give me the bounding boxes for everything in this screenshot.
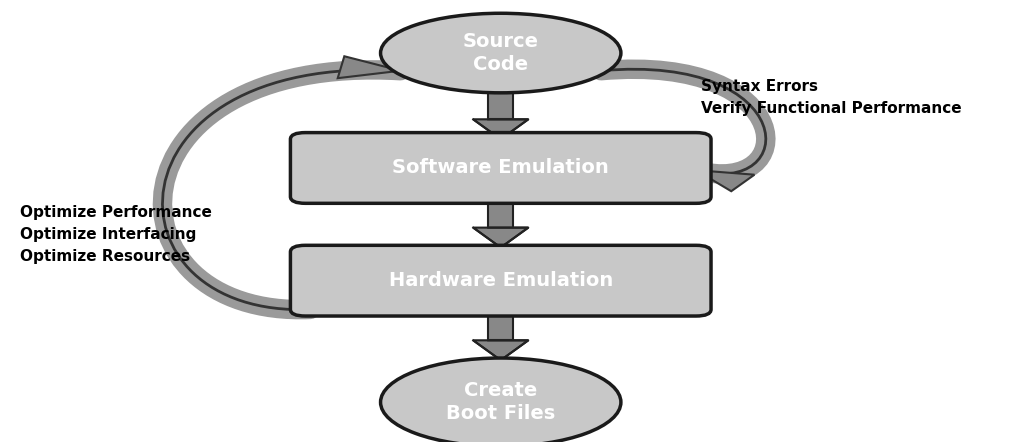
- Text: Hardware Emulation: Hardware Emulation: [388, 271, 612, 290]
- FancyBboxPatch shape: [291, 133, 711, 203]
- Polygon shape: [338, 56, 400, 78]
- Polygon shape: [473, 228, 528, 248]
- FancyBboxPatch shape: [488, 309, 513, 340]
- Text: Software Emulation: Software Emulation: [392, 159, 609, 177]
- Polygon shape: [473, 340, 528, 360]
- Text: Syntax Errors
Verify Functional Performance: Syntax Errors Verify Functional Performa…: [701, 79, 962, 116]
- Polygon shape: [473, 119, 528, 139]
- Polygon shape: [473, 340, 528, 360]
- Text: Optimize Performance
Optimize Interfacing
Optimize Resources: Optimize Performance Optimize Interfacin…: [20, 205, 212, 264]
- Polygon shape: [696, 170, 755, 191]
- Polygon shape: [473, 228, 528, 248]
- FancyBboxPatch shape: [291, 245, 711, 316]
- FancyBboxPatch shape: [488, 197, 513, 228]
- Text: Create
Boot Files: Create Boot Files: [446, 381, 555, 423]
- Text: Source
Code: Source Code: [463, 32, 539, 74]
- Ellipse shape: [381, 13, 621, 93]
- FancyBboxPatch shape: [488, 93, 513, 119]
- Ellipse shape: [381, 358, 621, 442]
- Polygon shape: [473, 119, 528, 139]
